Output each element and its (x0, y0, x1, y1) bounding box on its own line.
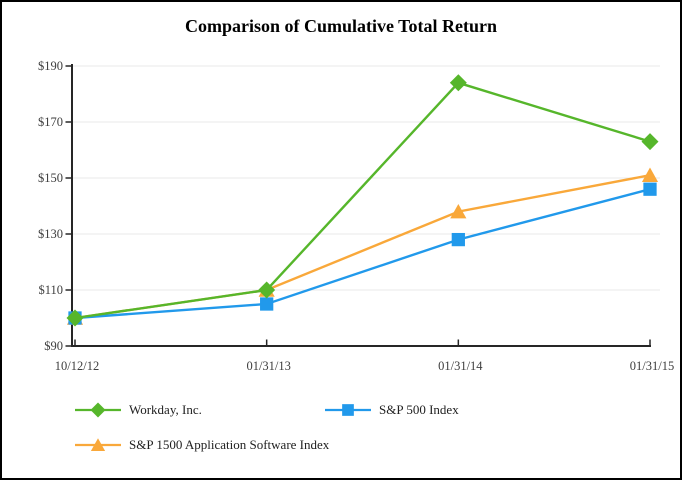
series-square (68, 182, 657, 325)
square-marker (342, 404, 354, 416)
square-marker (451, 232, 465, 247)
legend-item-sp500: S&P 500 Index (325, 400, 459, 420)
y-tick-label: $150 (38, 171, 63, 185)
square-marker (643, 182, 657, 196)
series-line (74, 81, 651, 320)
y-tick-label: $130 (38, 227, 63, 241)
legend-label-sp500: S&P 500 Index (379, 402, 459, 417)
square-marker (260, 297, 274, 311)
diamond-marker (258, 281, 276, 299)
workday-diamond-icon (75, 402, 121, 418)
series-line (74, 174, 651, 320)
sp500-square-icon (325, 404, 371, 416)
series-triangle (66, 167, 659, 325)
diamond-marker (449, 74, 467, 92)
y-tick-label: $90 (44, 339, 63, 353)
y-tick-label: $110 (38, 283, 63, 297)
legend-item-workday: Workday, Inc. (75, 400, 202, 420)
x-tick-label: 01/31/13 (246, 359, 290, 373)
legend-label-sp1500: S&P 1500 Application Software Index (129, 437, 330, 452)
series-diamond (66, 74, 659, 327)
legend-item-sp1500: S&P 1500 Application Software Index (75, 435, 329, 455)
series-line (74, 188, 651, 320)
diamond-marker (66, 309, 84, 327)
triangle-marker (450, 203, 467, 219)
y-tick-label: $190 (38, 59, 63, 73)
diamond-marker (90, 402, 106, 418)
triangle-marker (641, 167, 659, 182)
diamond-marker (641, 133, 659, 151)
legend-label-workday: Workday, Inc. (129, 402, 202, 417)
chart-title: Comparison of Cumulative Total Return (184, 16, 498, 36)
triangle-marker (90, 438, 106, 451)
x-tick-label: 01/31/14 (438, 359, 483, 373)
y-tick-label: $170 (38, 115, 63, 129)
x-tick-label: 10/12/12 (55, 359, 99, 373)
legend: Workday, Inc. S&P 500 Index S&P 1500 App… (75, 396, 635, 466)
sp1500-triangle-icon (75, 438, 121, 451)
x-tick-label: 01/31/15 (630, 359, 674, 373)
